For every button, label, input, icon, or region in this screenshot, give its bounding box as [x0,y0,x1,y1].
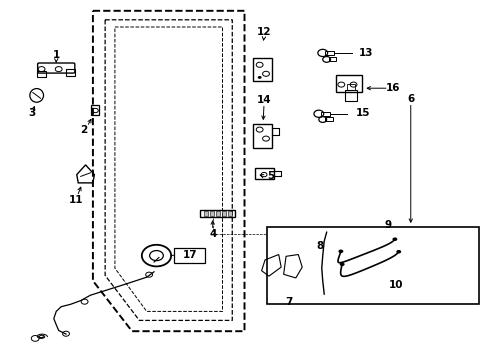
Text: 2: 2 [81,125,87,135]
Text: 7: 7 [284,297,292,307]
Text: 10: 10 [388,280,403,291]
Text: 17: 17 [182,250,197,260]
Text: 15: 15 [355,108,369,118]
Bar [324,117,332,121]
Text: 16: 16 [385,83,399,93]
Circle shape [338,249,343,253]
Text: 12: 12 [256,27,271,37]
Bar [253,58,271,81]
Bar [320,112,329,116]
Bar [91,105,99,115]
Text: 3: 3 [28,108,35,118]
Bar [253,124,271,148]
Bar [210,211,214,216]
Circle shape [392,238,397,241]
Text: 14: 14 [256,95,271,105]
Bar [216,211,220,216]
Circle shape [395,250,400,253]
Text: 9: 9 [384,220,390,230]
Text: 5: 5 [266,171,273,181]
Bar [66,69,75,76]
Bar [200,210,234,217]
Bar [227,211,231,216]
Bar [346,84,354,90]
Text: 11: 11 [68,195,83,205]
Bar [173,248,205,263]
Bar [328,57,336,61]
Text: 4: 4 [208,229,216,239]
Bar [204,211,208,216]
Bar [324,51,334,55]
Bar [255,168,273,179]
Bar [222,211,225,216]
Text: 8: 8 [316,241,323,251]
Text: 13: 13 [358,48,372,58]
Bar [37,71,46,77]
Text: 1: 1 [53,50,60,60]
Text: 6: 6 [407,94,413,104]
Bar [266,227,478,304]
Circle shape [257,76,261,79]
Bar [345,90,357,101]
Circle shape [339,262,344,266]
Bar [336,75,361,92]
